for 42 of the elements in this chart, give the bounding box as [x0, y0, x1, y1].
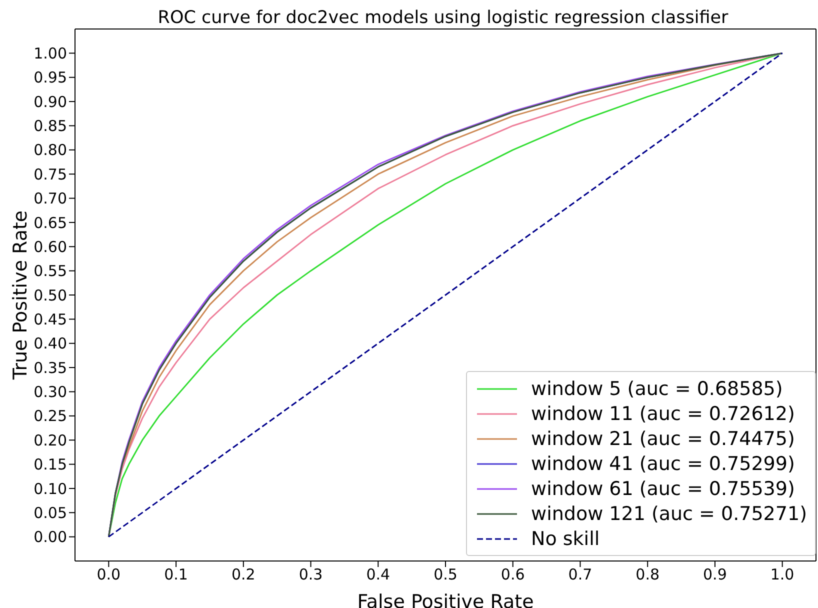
y-tick-label: 0.60 — [34, 238, 67, 256]
y-tick-label: 0.30 — [34, 383, 67, 402]
x-tick-label: 0.3 — [298, 566, 323, 584]
x-tick-label: 0.8 — [636, 566, 660, 584]
legend-label: window 41 (auc = 0.75299) — [531, 452, 795, 474]
y-tick-label: 0.25 — [34, 407, 67, 426]
y-tick-label: 0.10 — [34, 480, 67, 498]
x-tick-label: 0.2 — [231, 566, 256, 584]
x-tick-label: 0.9 — [703, 566, 727, 584]
y-axis-title: True Positive Rate — [10, 210, 32, 381]
x-tick-label: 0.5 — [434, 566, 458, 584]
y-tick-label: 0.85 — [34, 117, 67, 136]
y-tick-label: 0.45 — [34, 310, 67, 329]
y-tick-label: 0.00 — [34, 528, 67, 546]
legend-label: window 61 (auc = 0.75539) — [531, 478, 795, 500]
x-tick-label: 0.0 — [96, 566, 121, 584]
x-tick-label: 0.7 — [568, 566, 592, 584]
chart-title: ROC curve for doc2vec models using logistic regression classifier — [156, 8, 730, 28]
x-axis-title: False Positive Rate — [357, 591, 534, 608]
y-tick-label: 0.90 — [34, 92, 67, 111]
legend-label: window 11 (auc = 0.72612) — [531, 402, 795, 424]
x-tick-label: 0.1 — [164, 566, 188, 584]
y-tick-label: 0.70 — [34, 190, 67, 208]
y-tick-label: 0.40 — [34, 334, 67, 353]
x-tick-label: 1.0 — [770, 566, 794, 584]
y-tick-label: 0.75 — [34, 165, 67, 184]
y-tick-label: 0.50 — [34, 286, 67, 304]
y-tick-label: 0.65 — [34, 214, 67, 232]
legend-label: window 5 (auc = 0.68585) — [531, 378, 783, 400]
x-tick-label: 0.4 — [366, 566, 390, 584]
legend-label: window 21 (auc = 0.74475) — [531, 428, 795, 450]
y-tick-label: 0.80 — [34, 141, 67, 160]
y-tick-label: 0.05 — [34, 504, 67, 522]
y-tick-label: 0.95 — [34, 68, 67, 87]
y-tick-label: 1.00 — [34, 44, 67, 63]
x-tick-label: 0.6 — [500, 566, 525, 584]
y-tick-label: 0.35 — [34, 358, 67, 377]
y-tick-label: 0.55 — [34, 262, 67, 280]
legend-label: window 121 (auc = 0.75271) — [531, 502, 807, 524]
y-tick-label: 0.15 — [34, 456, 67, 474]
y-tick-label: 0.20 — [34, 431, 67, 450]
legend-label: No skill — [531, 528, 600, 550]
